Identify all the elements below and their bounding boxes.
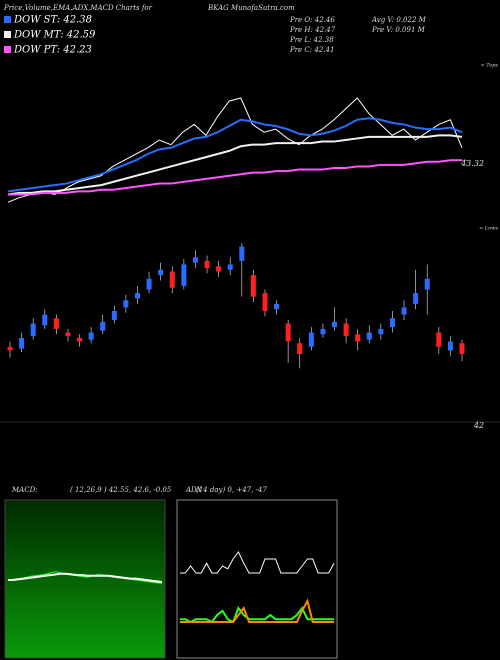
candle-body [134,293,140,299]
candle-body [146,278,152,290]
legend-label: DOW PT: 42.23 [13,45,92,56]
candle-body [343,323,349,337]
candle-body [192,257,198,263]
candle-body [65,332,71,337]
candle-body [366,332,372,340]
candle-body [285,323,291,342]
candle-body [413,293,419,304]
candle-body [459,343,465,354]
series-line [8,159,462,196]
panel-params: (14 day) 0, +47, -47 [196,486,267,494]
y-tick-label: 42 [473,421,484,430]
series-line [180,605,334,624]
candle-body [332,321,338,328]
legend-label: DOW ST: 42.38 [13,15,92,26]
candle-body [181,264,187,286]
candle-body [111,311,117,320]
candle-body [297,343,303,354]
candle-body [355,334,361,342]
series-line [7,134,463,196]
series-line [7,97,463,203]
volume-label: Avg V: 0.022 M [371,16,427,24]
y-tick-label: 43.32 [460,159,484,168]
series-line [180,551,335,574]
candle-body [123,300,129,308]
candle-body [77,337,83,342]
candle-body [169,271,175,288]
volume-label: Pre V: 0.091 M [371,26,426,34]
candle-body [308,332,314,347]
annotation: < Tops [480,63,498,69]
panel-title: ADX [185,486,203,494]
candle-body [53,318,59,329]
candle-body [274,303,280,310]
candle-body [401,307,407,315]
candle-body [42,314,48,326]
chart-title: Price,Volume,EMA,ADX,MACD Charts for [3,4,153,12]
stat-label: Pre L: 42.38 [289,36,334,44]
candle-body [320,328,326,335]
candle-body [100,321,106,331]
legend-swatch [4,16,11,23]
candle-body [239,246,245,261]
candle-body [204,260,210,268]
candle-body [436,332,442,347]
candle-body [250,275,256,297]
panel-title: MACD: [11,486,38,494]
site-label: BKAG MunafaSutra.com [207,4,295,12]
candle-body [216,266,222,272]
candle-body [262,293,268,311]
candle-body [378,328,384,335]
candle-body [19,337,25,349]
candle-body [158,269,164,276]
annotation: < Lows [479,226,498,232]
candle-body [30,323,36,337]
stat-label: Pre C: 42.41 [289,46,334,54]
candle-body [7,346,13,351]
legend-swatch [4,31,11,38]
candle-body [88,332,94,340]
legend-label: DOW MT: 42.59 [13,30,96,41]
series-line [8,572,163,584]
series-line [7,117,463,193]
panel-params: ( 12,26,9 ) 42.55, 42.6, -0.05 [70,486,172,494]
candle-body [389,318,395,328]
stat-label: Pre H: 42.47 [289,26,336,34]
adx-panel [176,499,338,659]
series-line [7,571,163,584]
legend-swatch [4,46,11,53]
candle-body [227,264,233,270]
candle-body [424,278,430,290]
stat-label: Pre O: 42.46 [289,16,335,24]
series-line [180,598,334,623]
candle-body [447,341,453,351]
